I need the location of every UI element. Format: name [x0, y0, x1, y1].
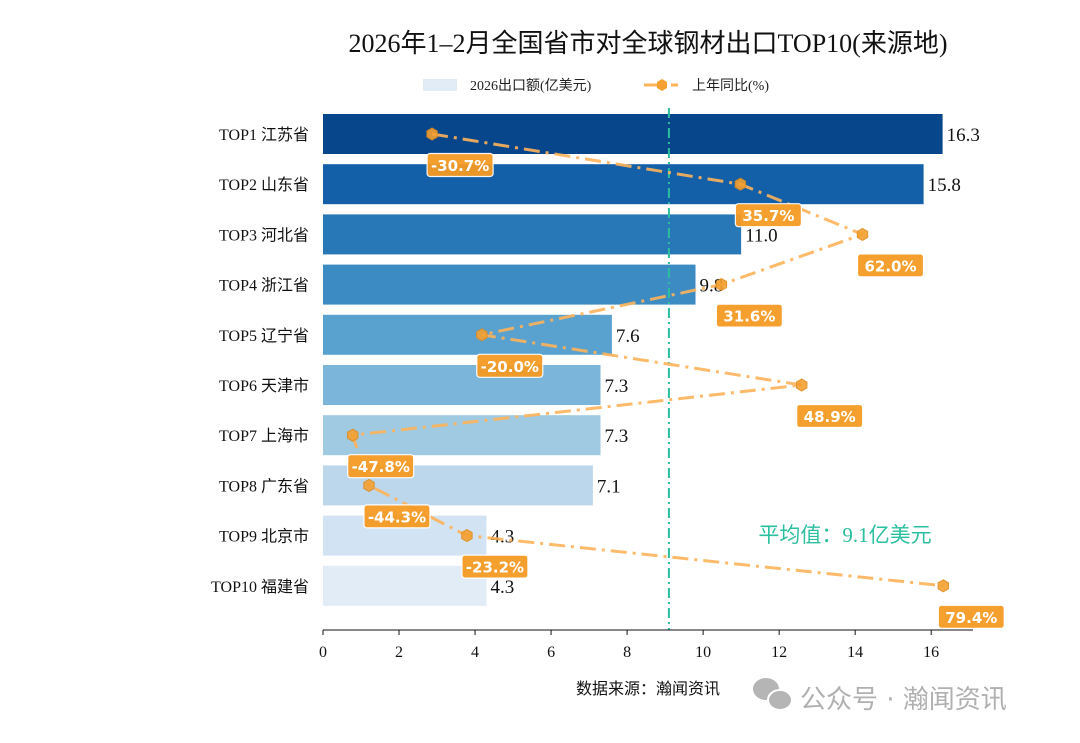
yoy-label-box	[476, 353, 544, 378]
yoy-marker	[426, 127, 438, 141]
category-label: TOP2 山东省	[219, 176, 309, 194]
yoy-value-label: 48.9%	[804, 408, 856, 426]
bar-value-label: 7.3	[604, 376, 628, 397]
source-note: 数据来源：瀚闻资讯	[576, 680, 720, 698]
yoy-marker	[363, 478, 375, 492]
bar	[323, 214, 742, 255]
bar-value-label: 7.1	[597, 476, 621, 497]
legend-bar-label: 2026出口额(亿美元)	[470, 78, 592, 94]
category-label: TOP1 江苏省	[219, 126, 309, 144]
x-tick-label: 6	[547, 644, 555, 661]
yoy-label-box	[796, 403, 864, 429]
yoy-value-label: -30.7%	[431, 157, 489, 175]
x-tick-label: 10	[695, 644, 711, 661]
category-label: TOP10 福建省	[211, 578, 309, 596]
bar-value-label: 4.3	[490, 577, 514, 598]
watermark-text: 公众号 · 瀚闻资讯	[800, 685, 1007, 715]
bar-value-label: 4.3	[490, 527, 514, 548]
category-label: TOP5 辽宁省	[219, 327, 309, 345]
yoy-value-label: 35.7%	[742, 207, 794, 225]
bar-value-label: 7.6	[616, 326, 640, 347]
bar	[323, 314, 612, 355]
x-tick-label: 4	[471, 644, 479, 661]
bar	[323, 365, 601, 405]
yoy-label-box	[715, 303, 783, 328]
watermark: 公众号 · 瀚闻资讯	[753, 678, 1007, 715]
yoy-marker	[796, 378, 808, 392]
average-label: 平均值：9.1亿美元	[758, 523, 931, 547]
bar	[323, 114, 943, 154]
yoy-label-box	[363, 504, 431, 529]
yoy-label-box	[347, 454, 415, 479]
bar	[323, 164, 924, 205]
yoy-marker	[856, 227, 869, 241]
yoy-label-box	[937, 604, 1005, 629]
x-tick-label: 0	[319, 644, 327, 661]
yoy-value-label: 79.4%	[945, 609, 997, 627]
yoy-label-box	[856, 253, 925, 278]
bar	[323, 415, 601, 456]
yoy-marker	[715, 278, 728, 292]
bar-value-label: 7.3	[604, 426, 628, 447]
yoy-marker	[461, 529, 473, 543]
bar-value-label: 15.8	[928, 175, 961, 196]
bar-value-label: 11.0	[745, 225, 778, 246]
category-label: TOP8 广东省	[219, 477, 309, 495]
category-label: TOP6 天津市	[219, 377, 309, 395]
x-tick-label: 12	[771, 644, 787, 661]
yoy-marker	[734, 177, 747, 191]
yoy-marker	[476, 328, 488, 342]
yoy-value-label: 31.6%	[723, 308, 775, 326]
yoy-value-label: 62.0%	[864, 257, 916, 275]
yoy-value-label: -44.3%	[368, 508, 426, 526]
category-label: TOP4 浙江省	[219, 277, 309, 295]
yoy-label-box	[461, 554, 529, 579]
legend-marker-icon	[657, 79, 667, 91]
wechat-icon	[753, 678, 793, 711]
yoy-value-label: -23.2%	[466, 559, 524, 577]
legend-bar-swatch	[423, 79, 457, 91]
yoy-label-box	[734, 203, 802, 228]
bar-value-label: 16.3	[947, 125, 980, 146]
x-tick-label: 16	[923, 644, 939, 661]
bar	[323, 565, 487, 606]
category-label: TOP9 北京市	[219, 528, 309, 546]
x-tick-label: 8	[623, 644, 631, 661]
x-tick-label: 2	[395, 644, 403, 661]
legend-line-label: 上年同比(%)	[692, 78, 769, 94]
yoy-value-label: -47.8%	[352, 458, 410, 476]
yoy-value-label: -20.0%	[481, 358, 539, 376]
chart-title: 2026年1–2月全国省市对全球钢材出口TOP10(来源地)	[349, 29, 948, 58]
x-tick-label: 14	[847, 644, 863, 661]
category-label: TOP7 上海市	[219, 427, 309, 445]
legend: 2026出口额(亿美元) 上年同比(%)	[423, 78, 769, 94]
yoy-marker	[937, 579, 949, 593]
yoy-label-box	[426, 152, 494, 178]
bar	[323, 264, 696, 305]
yoy-marker	[347, 428, 359, 442]
category-label: TOP3 河北省	[219, 226, 309, 244]
